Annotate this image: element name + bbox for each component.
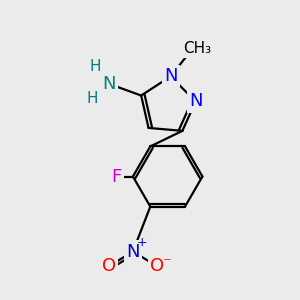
Text: N: N	[164, 68, 177, 85]
Text: +: +	[137, 236, 148, 249]
Text: N: N	[102, 75, 116, 93]
Text: N: N	[126, 243, 140, 261]
Text: ⁻: ⁻	[163, 254, 172, 272]
Text: H: H	[90, 58, 101, 74]
Text: F: F	[112, 167, 122, 185]
Text: CH₃: CH₃	[183, 41, 211, 56]
Text: N: N	[189, 92, 202, 110]
Text: O: O	[150, 257, 164, 275]
Text: O: O	[102, 257, 116, 275]
Text: H: H	[87, 91, 98, 106]
